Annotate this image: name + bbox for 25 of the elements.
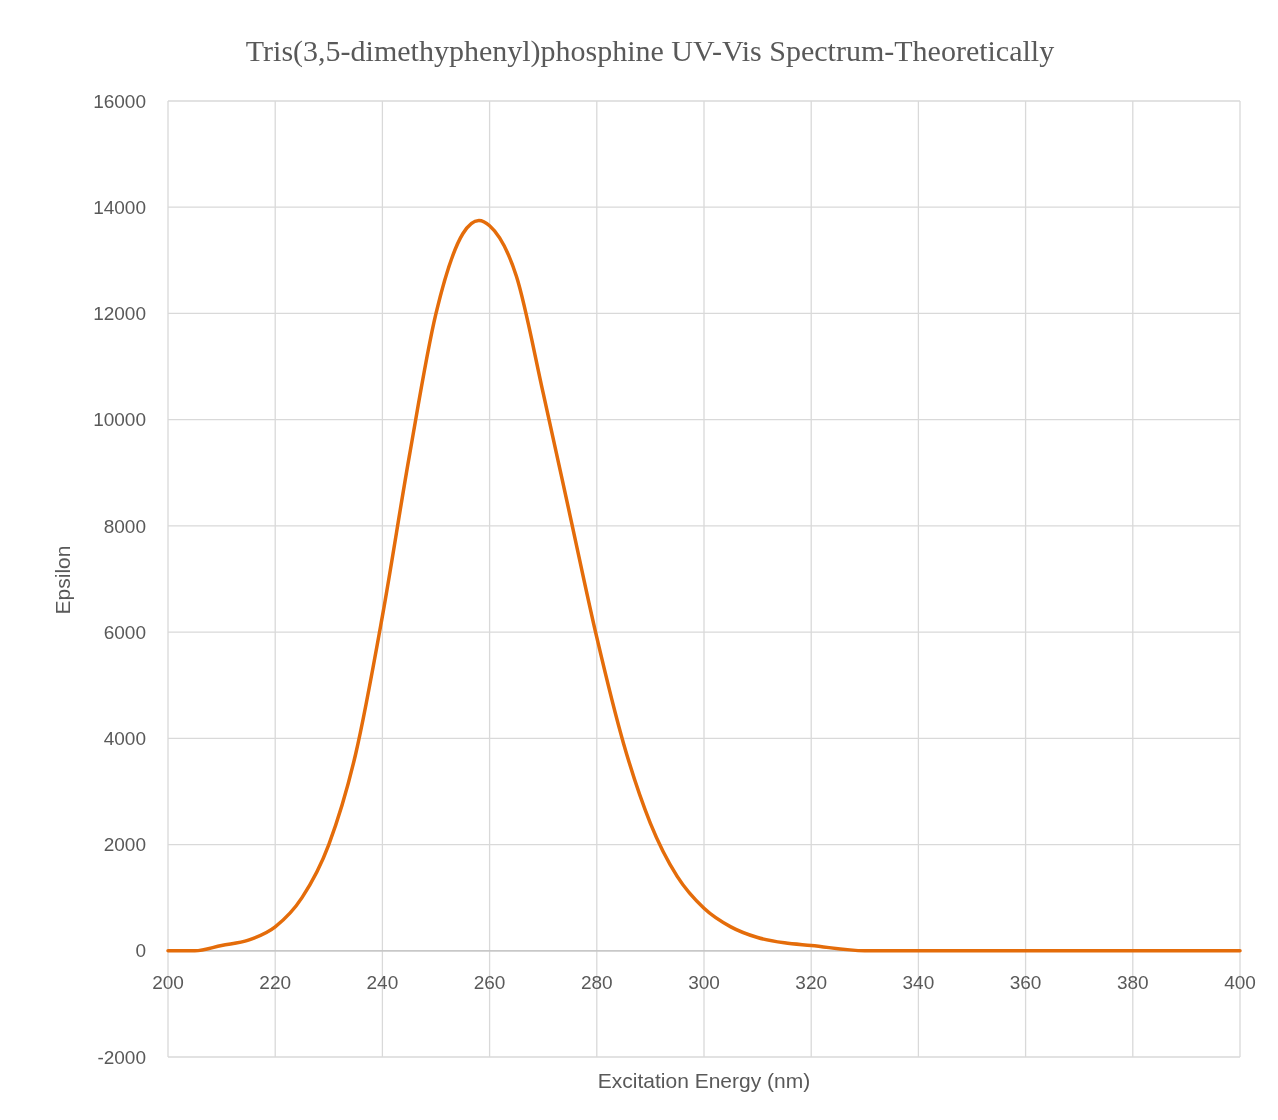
- x-tick-label: 240: [366, 971, 399, 993]
- x-tick-label: 340: [902, 971, 935, 993]
- x-tick-label: 220: [259, 971, 292, 993]
- x-tick-label: 320: [795, 971, 828, 993]
- x-tick-label: 400: [1224, 971, 1256, 993]
- x-tick-label: 360: [1009, 971, 1042, 993]
- y-axis-title: Epsilon: [51, 545, 74, 615]
- line-series: [166, 218, 1242, 953]
- y-tick-label: 12000: [93, 303, 146, 325]
- x-tick-label: 260: [473, 971, 506, 993]
- y-tick-label: 14000: [93, 196, 146, 218]
- y-tick-label: 8000: [103, 515, 146, 537]
- x-tick-label: 200: [152, 971, 184, 993]
- x-tick-label: 280: [580, 971, 613, 993]
- y-tick-label: 4000: [103, 727, 146, 749]
- x-tick-label: 300: [688, 971, 720, 993]
- chart-title: Tris(3,5-dimethyphenyl)phosphine UV-Vis Spectrum-Theoretically: [245, 34, 1055, 68]
- y-tick-label: 16000: [93, 90, 146, 112]
- x-axis-title: Excitation Energy (nm): [597, 1069, 811, 1092]
- y-tick-label: 10000: [93, 409, 146, 431]
- y-tick-label: -2000: [97, 1046, 146, 1068]
- y-tick-label: 0: [135, 940, 146, 962]
- y-tick-label: 6000: [103, 621, 146, 643]
- y-tick-label: 2000: [103, 834, 146, 856]
- x-tick-label: 380: [1116, 971, 1149, 993]
